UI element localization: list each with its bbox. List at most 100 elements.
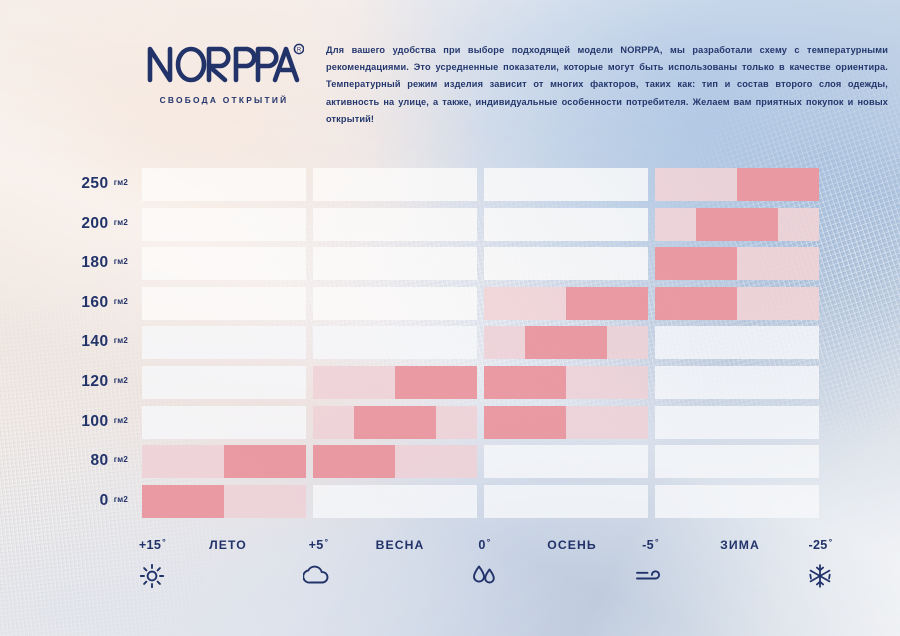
x-axis-temp-+5: +5°	[278, 536, 358, 554]
x-axis-label-text: ЗИМА	[720, 538, 760, 552]
chart-cell-180-ОСЕНЬ[interactable]	[484, 247, 648, 280]
cell-solid-fill-center	[525, 326, 607, 359]
cloud-icon	[298, 563, 338, 592]
cell-solid-fill-center	[354, 406, 436, 439]
chart-cell-250-ОСЕНЬ[interactable]	[484, 168, 648, 201]
x-axis-temp--5: -5°	[610, 536, 690, 554]
chart-cell-100-ВЕСНА[interactable]	[313, 406, 477, 439]
chart-cell-200-ОСЕНЬ[interactable]	[484, 208, 648, 241]
x-axis-label-text: +15	[138, 538, 162, 552]
chart-row	[138, 326, 838, 359]
chart-cell-0-ЗИМА[interactable]	[655, 485, 819, 518]
x-axis: +15° ЛЕТО +5° ВЕСНА 0° ОСЕНЬ -5° ЗИМА -25°	[0, 536, 900, 606]
y-axis-label-140: 140 гм2	[81, 332, 128, 352]
chart-rows	[138, 158, 900, 518]
y-axis-label-200: 200 гм2	[81, 214, 128, 234]
chart-cell-100-ЗИМА[interactable]	[655, 406, 819, 439]
cell-solid-fill-right	[224, 445, 306, 478]
chart-cell-120-ЗИМА[interactable]	[655, 366, 819, 399]
cell-solid-fill-left	[484, 366, 566, 399]
chart-cell-250-ВЕСНА[interactable]	[313, 168, 477, 201]
y-axis-label-100: 100 гм2	[81, 412, 128, 432]
y-axis-value: 250	[81, 175, 109, 192]
chart-cell-80-ОСЕНЬ[interactable]	[484, 445, 648, 478]
y-axis-value: 160	[81, 294, 109, 311]
chart-cell-200-ЗИМА[interactable]	[655, 208, 819, 241]
y-axis-unit: гм2	[113, 336, 128, 345]
chart-cell-120-ОСЕНЬ[interactable]	[484, 366, 648, 399]
cell-solid-fill-left	[484, 406, 566, 439]
chart-cell-180-ВЕСНА[interactable]	[313, 247, 477, 280]
chart-cell-0-ЛЕТО[interactable]	[142, 485, 306, 518]
y-axis-unit: гм2	[113, 376, 128, 385]
chart-cell-120-ЛЕТО[interactable]	[142, 366, 306, 399]
chart-cell-180-ЗИМА[interactable]	[655, 247, 819, 280]
y-axis-unit: гм2	[113, 455, 128, 464]
chart-cell-160-ВЕСНА[interactable]	[313, 287, 477, 320]
y-axis-unit: гм2	[113, 416, 128, 425]
y-axis-value: 140	[81, 333, 109, 350]
chart-cell-200-ЛЕТО[interactable]	[142, 208, 306, 241]
intro-paragraph: Для вашего удобства при выборе подходяще…	[326, 42, 888, 128]
chart-cell-140-ЗИМА[interactable]	[655, 326, 819, 359]
cell-solid-fill-left	[142, 485, 224, 518]
y-axis-label-80: 80 гм2	[90, 451, 128, 471]
y-axis-value: 120	[81, 373, 109, 390]
y-axis-unit: гм2	[113, 495, 128, 504]
cell-solid-fill-left	[655, 287, 737, 320]
chart-cell-160-ЛЕТО[interactable]	[142, 287, 306, 320]
cell-solid-fill-left	[655, 247, 737, 280]
chart-cell-80-ЗИМА[interactable]	[655, 445, 819, 478]
chart-cell-160-ОСЕНЬ[interactable]	[484, 287, 648, 320]
degree-sign: °	[324, 537, 329, 547]
y-axis-label-250: 250 гм2	[81, 174, 128, 194]
x-axis-season-ЗИМА: ЗИМА	[700, 536, 780, 554]
chart-cell-100-ЛЕТО[interactable]	[142, 406, 306, 439]
chart-cell-140-ВЕСНА[interactable]	[313, 326, 477, 359]
chart-cell-200-ВЕСНА[interactable]	[313, 208, 477, 241]
chart-cell-140-ЛЕТО[interactable]	[142, 326, 306, 359]
chart-row	[138, 485, 838, 518]
x-axis-label-text: +5	[308, 538, 324, 552]
chart-cell-250-ЗИМА[interactable]	[655, 168, 819, 201]
chart-cell-80-ВЕСНА[interactable]	[313, 445, 477, 478]
y-axis-unit: гм2	[113, 257, 128, 266]
x-axis-label-text: ОСЕНЬ	[547, 538, 597, 552]
x-axis-season-ЛЕТО: ЛЕТО	[188, 536, 268, 554]
y-axis-value: 100	[81, 413, 109, 430]
intro-text: Для вашего удобства при выборе подходяще…	[326, 45, 888, 124]
y-axis-label-0: 0 гм2	[100, 491, 128, 511]
y-axis-label-180: 180 гм2	[81, 253, 128, 273]
chart-row	[138, 168, 838, 201]
cell-solid-fill-right	[737, 168, 819, 201]
x-axis-season-ОСЕНЬ: ОСЕНЬ	[532, 536, 612, 554]
x-axis-label-text: -25	[808, 538, 828, 552]
chart-cell-250-ЛЕТО[interactable]	[142, 168, 306, 201]
degree-sign: °	[828, 537, 833, 547]
chart-cell-0-ВЕСНА[interactable]	[313, 485, 477, 518]
chart-cell-180-ЛЕТО[interactable]	[142, 247, 306, 280]
chart-cell-0-ОСЕНЬ[interactable]	[484, 485, 648, 518]
x-axis-label-text: -5	[642, 538, 654, 552]
chart-cell-140-ОСЕНЬ[interactable]	[484, 326, 648, 359]
x-axis-label-text: ЛЕТО	[209, 538, 247, 552]
chart-row	[138, 445, 838, 478]
svg-text:R: R	[297, 48, 302, 54]
chart-row	[138, 366, 838, 399]
sun-icon	[132, 563, 172, 594]
y-axis-value: 200	[81, 215, 109, 232]
x-axis-temp--25: -25°	[780, 536, 860, 554]
raindrops-icon	[464, 563, 504, 592]
degree-sign: °	[162, 537, 167, 547]
cell-solid-fill-left	[313, 445, 395, 478]
degree-sign: °	[654, 537, 659, 547]
chart-cell-120-ВЕСНА[interactable]	[313, 366, 477, 399]
chart-cell-160-ЗИМА[interactable]	[655, 287, 819, 320]
cell-solid-fill-right	[566, 287, 648, 320]
chart-cell-100-ОСЕНЬ[interactable]	[484, 406, 648, 439]
y-axis-label-120: 120 гм2	[81, 372, 128, 392]
y-axis-value: 0	[99, 492, 109, 509]
y-axis-value: 180	[81, 254, 109, 271]
chart-cell-80-ЛЕТО[interactable]	[142, 445, 306, 478]
x-axis-label-text: 0	[478, 538, 486, 552]
